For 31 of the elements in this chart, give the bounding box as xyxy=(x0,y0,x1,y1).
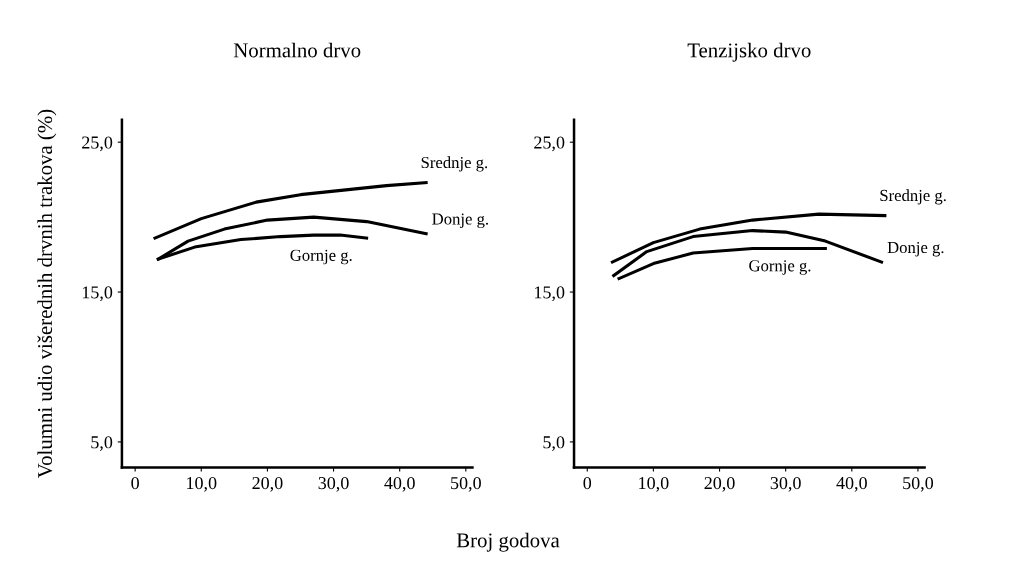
x-tick-label: 10,0 xyxy=(187,476,217,492)
series-label: Gornje g. xyxy=(749,260,811,275)
chart-title: Normalno drvo xyxy=(233,42,361,58)
y-axis-title: Volumni udio višerednih drvnih trakova (%) xyxy=(37,109,57,478)
y-tick-label: 5,0 xyxy=(543,436,565,451)
x-tick-label: 40,0 xyxy=(836,476,867,492)
x-tick-label: 50,0 xyxy=(451,476,481,492)
x-tick-label: 30,0 xyxy=(770,476,801,492)
x-tick-label: 0 xyxy=(131,476,139,490)
y-tick-label: 25,0 xyxy=(82,136,113,152)
x-tick-label: 10,0 xyxy=(639,476,669,492)
x-axis-title: Broj godova xyxy=(456,532,560,552)
series-label: Gornje g. xyxy=(290,249,352,265)
series-label: Donje g. xyxy=(432,213,488,229)
x-tick-label: 20,0 xyxy=(704,476,735,492)
line-series xyxy=(612,229,884,278)
x-tick-label: 0 xyxy=(583,476,592,490)
line-series xyxy=(153,181,428,240)
x-tick-label: 30,0 xyxy=(318,476,349,492)
x-tick-label: 40,0 xyxy=(384,476,415,492)
series-label: Srednje g. xyxy=(421,156,488,172)
y-tick-label: 5,0 xyxy=(91,436,113,451)
y-tick-label: 15,0 xyxy=(535,286,565,302)
series-label: Srednje g. xyxy=(880,189,946,205)
line-series xyxy=(617,247,827,281)
y-tick-label: 15,0 xyxy=(82,286,113,302)
series-label: Donje g. xyxy=(887,241,944,257)
x-tick-label: 50,0 xyxy=(903,476,934,492)
y-tick-label: 25,0 xyxy=(534,136,565,152)
chart-title: Tenzijsko drvo xyxy=(687,42,811,62)
x-tick-label: 20,0 xyxy=(252,476,283,492)
